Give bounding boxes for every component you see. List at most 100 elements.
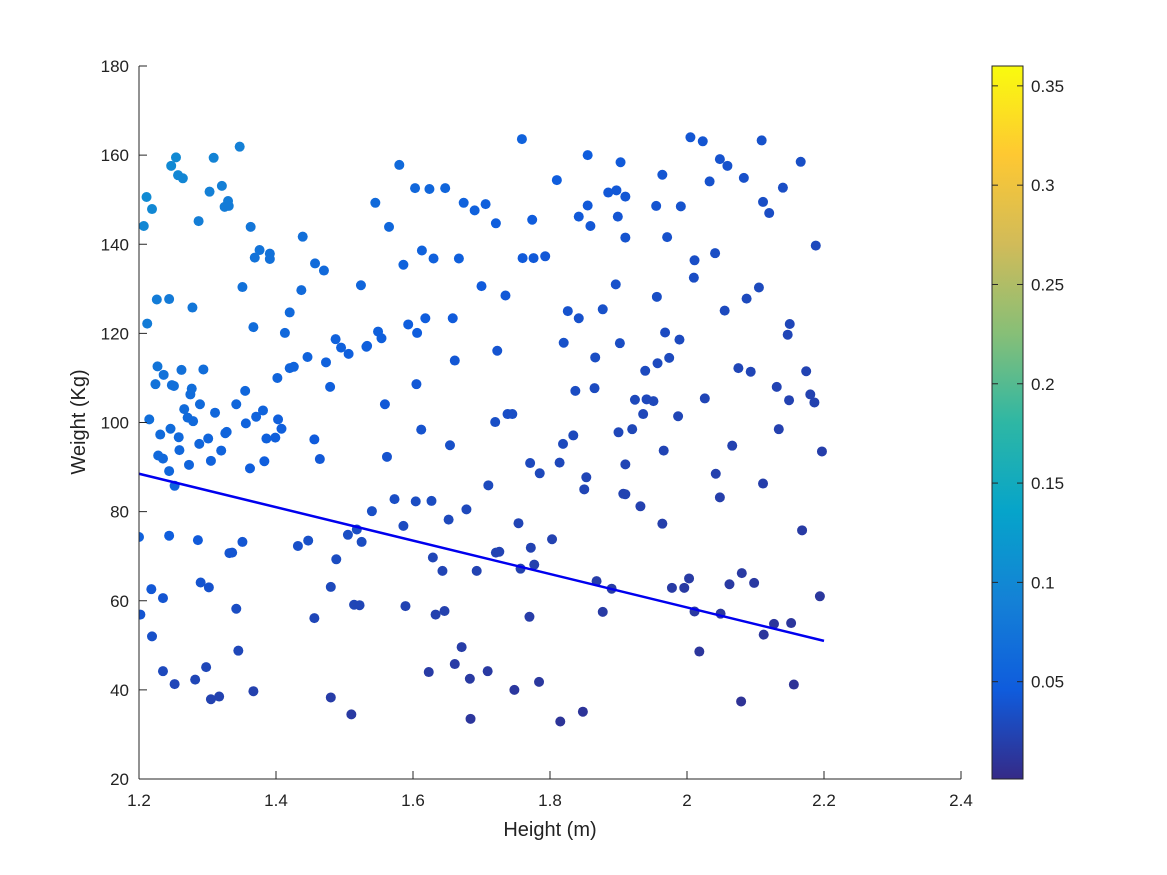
data-point: [270, 432, 281, 443]
data-point: [524, 611, 535, 622]
data-point: [237, 536, 248, 547]
data-point: [257, 405, 268, 416]
data-point: [366, 506, 377, 517]
data-point: [205, 694, 216, 705]
data-point: [736, 696, 747, 707]
data-point: [476, 281, 487, 292]
data-point: [254, 245, 265, 256]
data-point: [362, 340, 373, 351]
data-point: [657, 169, 668, 180]
data-point: [461, 504, 472, 515]
data-point: [614, 338, 625, 349]
data-point: [612, 211, 623, 222]
data-point: [150, 379, 161, 390]
data-point: [494, 546, 505, 557]
data-point: [164, 466, 175, 477]
data-point: [758, 478, 769, 489]
data-point: [412, 327, 423, 338]
data-point: [579, 484, 590, 495]
data-point: [152, 361, 163, 372]
data-point: [309, 613, 320, 624]
data-point: [245, 221, 256, 232]
plot-axes: 1.2 1.4 1.6 1.8 2 2.2 2.4 20 40 60 80 100 120 140 160…: [101, 57, 973, 810]
data-point: [204, 186, 215, 197]
data-point: [573, 211, 584, 222]
data-point: [627, 424, 638, 435]
data-point: [342, 529, 353, 540]
data-point: [203, 582, 214, 593]
data-point: [768, 618, 779, 629]
data-point: [248, 322, 259, 333]
data-point: [233, 645, 244, 656]
data-point: [482, 666, 493, 677]
data-point: [684, 573, 695, 584]
data-point: [331, 554, 342, 565]
data-point: [685, 132, 696, 143]
data-point: [449, 659, 460, 670]
data-point: [509, 684, 520, 695]
y-tick-label: 40: [110, 681, 129, 700]
data-point: [430, 609, 441, 620]
data-point: [699, 393, 710, 404]
data-point: [480, 199, 491, 210]
data-point: [447, 313, 458, 324]
data-point: [424, 183, 435, 194]
y-tick-label: 60: [110, 592, 129, 611]
data-point: [758, 196, 769, 207]
data-point: [551, 175, 562, 186]
data-point: [688, 272, 699, 283]
data-point: [749, 577, 760, 588]
data-point: [155, 429, 166, 440]
data-point: [190, 674, 201, 685]
data-point: [208, 152, 219, 163]
data-point: [444, 440, 455, 451]
data-point: [164, 294, 175, 305]
data-point: [651, 291, 662, 302]
scatter-points: [139, 132, 827, 727]
data-point: [810, 240, 821, 251]
data-point: [179, 404, 190, 415]
colorbar-tick-label: 0.35: [1031, 77, 1064, 96]
data-point: [490, 218, 501, 229]
data-point: [449, 355, 460, 366]
data-point: [302, 351, 313, 362]
data-point: [615, 157, 626, 168]
data-point: [227, 547, 238, 558]
data-point: [355, 280, 366, 291]
data-point: [439, 605, 450, 616]
data-point: [139, 220, 149, 231]
data-point: [581, 472, 592, 483]
data-point: [314, 454, 325, 465]
data-point: [736, 568, 747, 579]
data-point: [325, 581, 336, 592]
data-point: [379, 399, 390, 410]
data-point: [745, 366, 756, 377]
data-point: [629, 394, 640, 405]
data-point: [525, 542, 536, 553]
data-point: [733, 363, 744, 374]
data-point: [325, 692, 336, 703]
data-point: [297, 231, 308, 242]
data-point: [662, 232, 673, 243]
y-tick-label: 180: [101, 57, 129, 76]
data-point: [797, 525, 808, 536]
data-point: [562, 306, 573, 317]
data-point: [528, 253, 539, 264]
data-point: [719, 305, 730, 316]
y-tick-label: 20: [110, 770, 129, 789]
data-point: [443, 514, 454, 525]
data-point: [658, 445, 669, 456]
data-point: [164, 530, 175, 541]
data-point: [782, 329, 793, 340]
data-point: [603, 187, 614, 198]
x-axis-label: Height (m): [503, 819, 596, 841]
data-point: [814, 591, 825, 602]
data-point: [416, 424, 427, 435]
data-point: [428, 253, 439, 264]
data-point: [679, 582, 690, 593]
regression-line: [138, 472, 825, 643]
data-point: [237, 282, 248, 293]
y-tick-label: 80: [110, 503, 129, 522]
colorbar-tick-label: 0.15: [1031, 474, 1064, 493]
